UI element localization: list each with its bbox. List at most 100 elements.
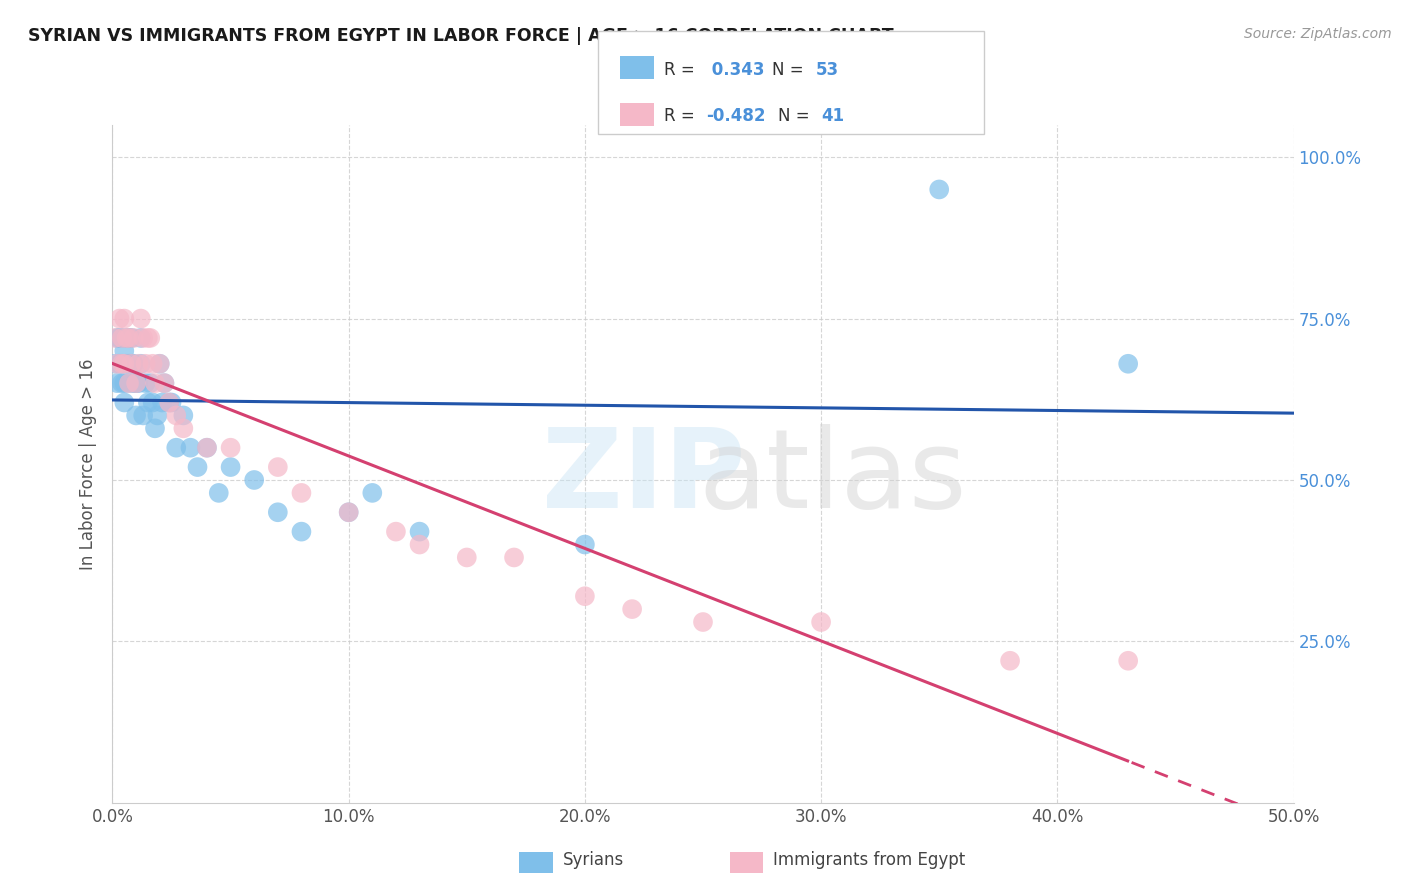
Point (143, 421, 166, 435)
Point (129, 331, 152, 345)
Point (267, 460, 290, 475)
Text: SYRIAN VS IMMIGRANTS FROM EGYPT IN LABOR FORCE | AGE > 16 CORRELATION CHART: SYRIAN VS IMMIGRANTS FROM EGYPT IN LABOR… (28, 27, 894, 45)
Point (574, 537, 596, 551)
Point (810, 615, 832, 629)
Point (219, 460, 242, 475)
Point (122, 376, 145, 391)
Point (337, 505, 360, 519)
Point (290, 524, 312, 539)
Text: -0.482: -0.482 (706, 107, 765, 125)
Point (574, 589, 596, 603)
Point (165, 409, 187, 423)
Text: N =: N = (772, 61, 808, 78)
Point (122, 331, 145, 345)
Text: 0.343: 0.343 (706, 61, 765, 78)
Point (118, 357, 141, 371)
Point (111, 331, 134, 345)
Point (186, 460, 208, 475)
Point (112, 343, 135, 358)
Point (105, 376, 128, 391)
Point (120, 357, 142, 371)
Point (998, 654, 1021, 668)
Point (115, 331, 138, 345)
Text: R =: R = (664, 107, 700, 125)
Text: ZIP: ZIP (543, 424, 745, 531)
Point (136, 331, 159, 345)
Point (621, 602, 644, 616)
Point (111, 376, 134, 391)
Point (120, 357, 142, 371)
Point (125, 376, 148, 391)
Point (153, 376, 176, 391)
Point (290, 486, 312, 500)
Text: 41: 41 (821, 107, 844, 125)
Point (108, 311, 131, 326)
Point (136, 395, 159, 409)
Point (118, 376, 141, 391)
Point (111, 331, 134, 345)
Point (112, 311, 135, 326)
Point (132, 331, 155, 345)
Point (104, 357, 127, 371)
Point (150, 395, 173, 409)
Point (267, 505, 290, 519)
Text: Syrians: Syrians (562, 851, 624, 869)
Point (456, 550, 478, 565)
Point (195, 441, 218, 455)
Point (208, 486, 231, 500)
Point (195, 441, 218, 455)
Point (243, 473, 266, 487)
Point (160, 395, 183, 409)
Point (129, 357, 152, 371)
Point (928, 182, 950, 196)
Point (105, 357, 128, 371)
Point (125, 409, 148, 423)
Point (165, 441, 187, 455)
Point (118, 376, 141, 391)
Text: 53: 53 (815, 61, 838, 78)
Point (139, 331, 162, 345)
Text: N =: N = (778, 107, 814, 125)
Point (135, 376, 157, 391)
Point (129, 311, 152, 326)
Point (115, 331, 138, 345)
Point (112, 357, 135, 371)
Point (125, 376, 148, 391)
Point (503, 550, 526, 565)
Point (408, 537, 430, 551)
Point (149, 357, 172, 371)
Point (108, 331, 131, 345)
Point (111, 357, 134, 371)
Point (143, 376, 166, 391)
Point (132, 409, 155, 423)
Text: atlas: atlas (699, 424, 967, 531)
Point (179, 441, 201, 455)
Point (104, 331, 127, 345)
Point (408, 524, 430, 539)
Point (337, 505, 360, 519)
Point (108, 357, 131, 371)
Point (172, 421, 194, 435)
Point (157, 395, 180, 409)
Point (115, 357, 138, 371)
Point (112, 376, 135, 391)
Point (1116, 357, 1139, 371)
Text: Immigrants from Egypt: Immigrants from Egypt (773, 851, 966, 869)
Point (112, 395, 135, 409)
Point (157, 395, 180, 409)
Point (219, 441, 242, 455)
Point (692, 615, 714, 629)
Point (142, 357, 165, 371)
Point (118, 331, 141, 345)
Point (361, 486, 384, 500)
Point (127, 376, 149, 391)
Point (122, 357, 145, 371)
Point (105, 331, 128, 345)
Text: Source: ZipAtlas.com: Source: ZipAtlas.com (1244, 27, 1392, 41)
Point (118, 331, 141, 345)
Point (385, 524, 408, 539)
Point (142, 395, 165, 409)
Point (1116, 654, 1139, 668)
Point (120, 331, 142, 345)
Point (149, 357, 172, 371)
